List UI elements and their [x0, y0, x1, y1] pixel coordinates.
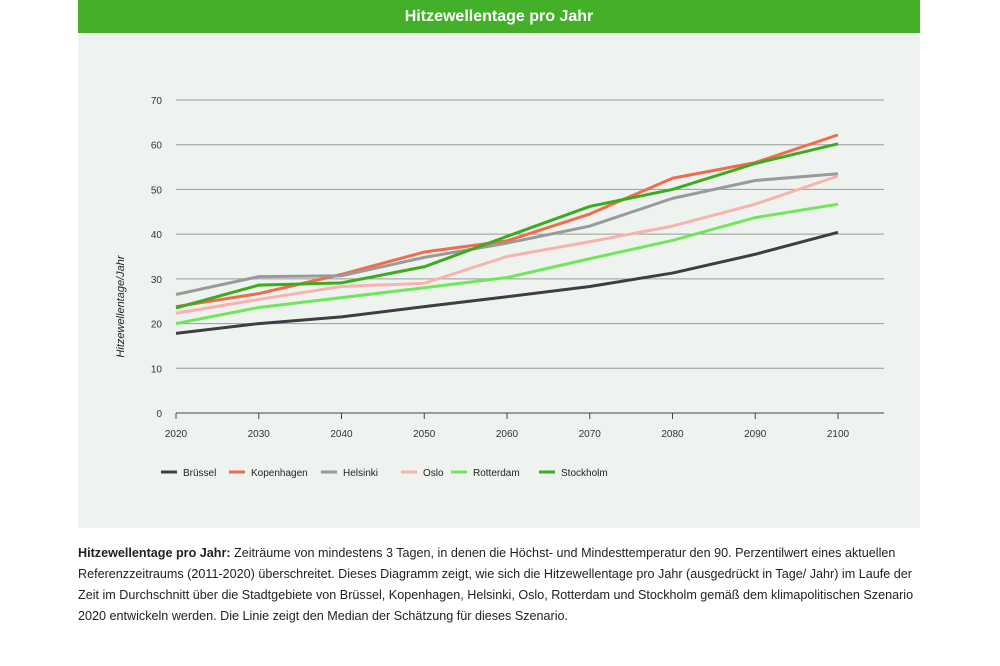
y-axis-label: Hitzewellentage/Jahr — [115, 254, 127, 357]
legend-label: Rotterdam — [473, 468, 520, 479]
y-tick-label: 70 — [151, 96, 163, 107]
y-tick-label: 20 — [151, 320, 163, 331]
x-tick-label: 2050 — [413, 429, 436, 440]
chart-panel: Hitzewellentage pro Jahr 0 10 20 30 40 50 60 70… — [78, 0, 920, 528]
chart-title: Hitzewellentage pro Jahr — [78, 0, 920, 33]
chart-caption: Hitzewellentage pro Jahr: Zeiträume von … — [78, 543, 920, 627]
legend-label: Kopenhagen — [251, 468, 308, 479]
x-tick-label: 2080 — [661, 429, 684, 440]
series-line-brüssel — [175, 230, 839, 335]
x-tick-label: 2100 — [827, 429, 850, 440]
series-line-helsinki — [175, 172, 839, 296]
x-tick-label: 2060 — [496, 429, 519, 440]
x-tick-label: 2040 — [330, 429, 353, 440]
caption-text: Zeiträume von mindestens 3 Tagen, in den… — [78, 546, 914, 623]
x-tick-label: 2090 — [744, 429, 767, 440]
series-line-kopenhagen — [175, 133, 839, 309]
series-line-stockholm — [175, 142, 839, 310]
y-tick-label: 40 — [151, 230, 163, 241]
legend-label: Stockholm — [561, 468, 608, 479]
y-tick-label: 60 — [151, 141, 163, 152]
x-tick-label: 2020 — [165, 429, 188, 440]
y-tick-label: 10 — [151, 364, 163, 375]
legend-label: Brüssel — [183, 468, 216, 479]
caption-lead: Hitzewellentage pro Jahr: — [78, 546, 231, 560]
x-tick-label: 2070 — [579, 429, 602, 440]
legend-label: Helsinki — [343, 468, 378, 479]
y-tick-label: 30 — [151, 275, 163, 286]
legend-label: Oslo — [423, 468, 444, 479]
series-line-oslo — [175, 174, 839, 315]
series-line-rotterdam — [175, 202, 839, 326]
y-tick-label: 50 — [151, 185, 163, 196]
x-tick-label: 2030 — [248, 429, 271, 440]
y-tick-label: 0 — [156, 409, 162, 420]
